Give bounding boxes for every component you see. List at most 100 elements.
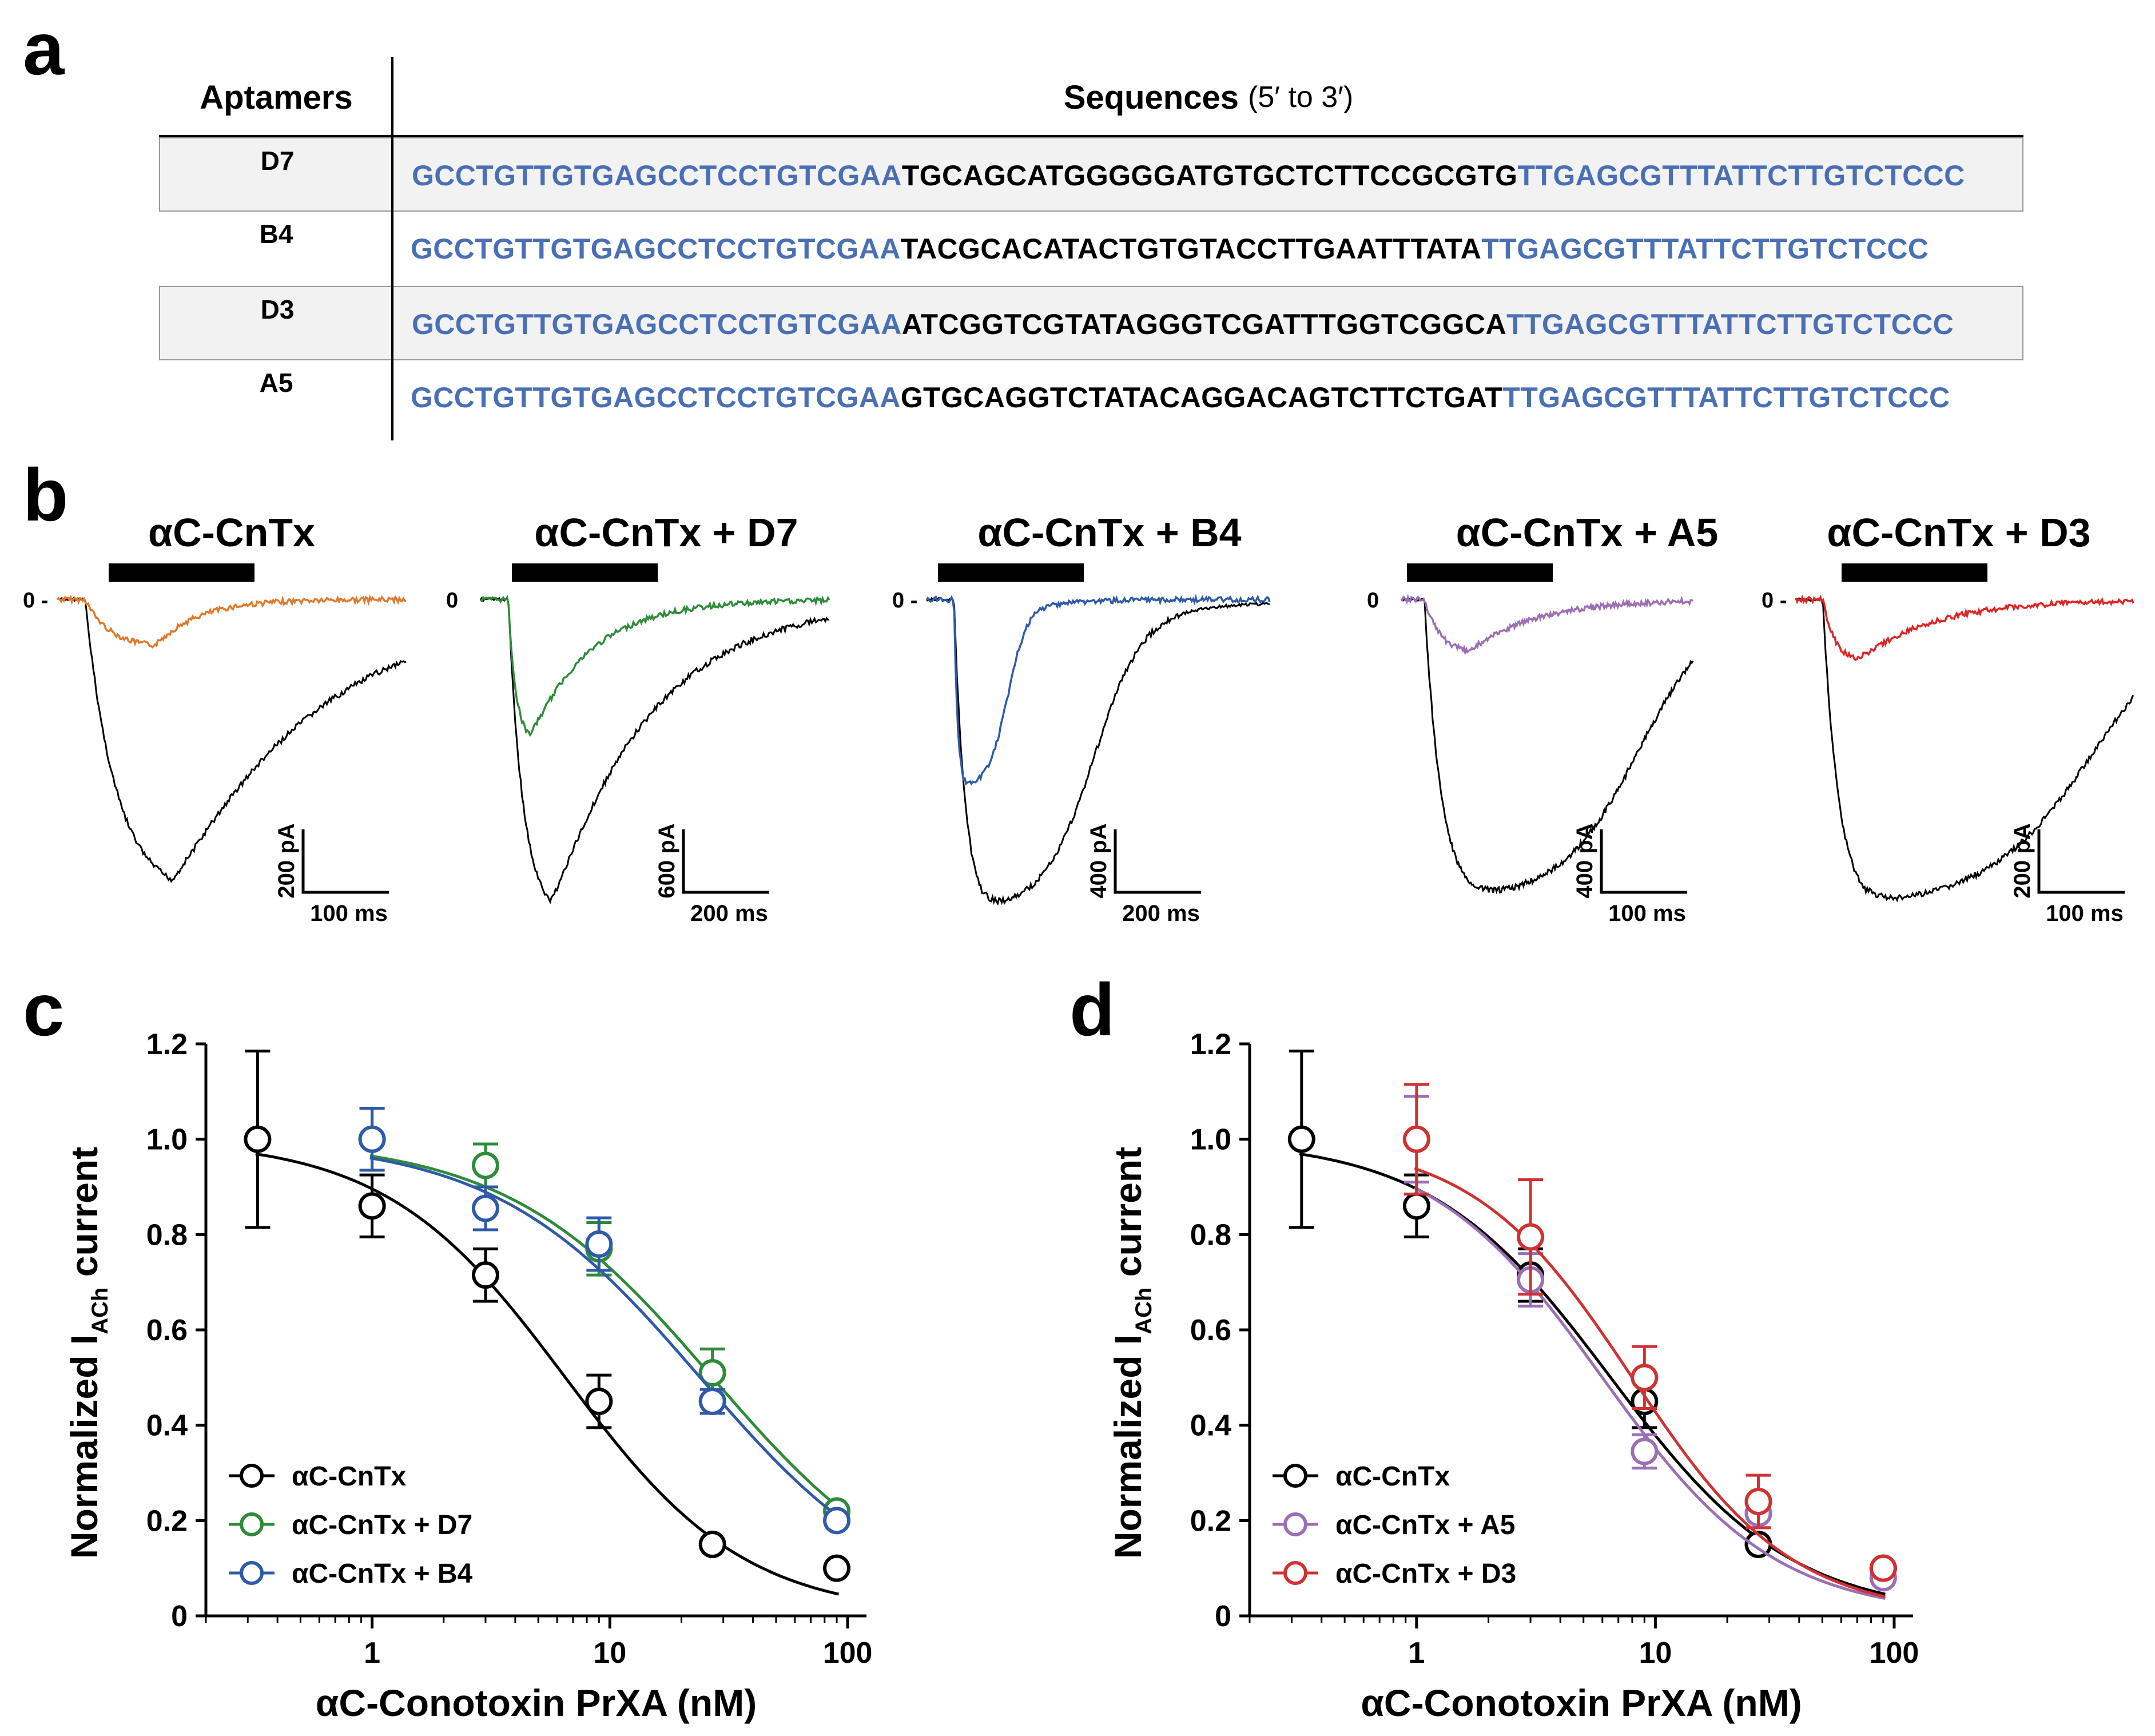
data-point xyxy=(698,1531,726,1558)
data-point xyxy=(1631,1364,1659,1392)
data-point xyxy=(585,1230,613,1258)
aptamer-sequence: GCCTGTTGTGAGCCTCCTGTCGAA TGCAGCATGGGGGATG… xyxy=(412,138,1965,213)
treatment-trace xyxy=(56,594,407,649)
table-row: B4 GCCTGTTGTGAGCCTCCTGTCGAA TACGCACATACTG… xyxy=(159,212,2023,286)
application-bar xyxy=(109,563,255,582)
x-tick-label: 100 xyxy=(823,1636,873,1670)
aptamer-sequence: GCCTGTTGTGAGCCTCCTGTCGAA TACGCACATACTGTGT… xyxy=(411,212,1929,286)
series: αC-CnTx + B4 xyxy=(229,1107,851,1589)
dose-response-chart-d: 0 0.2 0.4 0.6 0.8 1.0 1.2 1 10 100 αC-Conotoxin Pr… xyxy=(1107,1028,1919,1724)
control-trace xyxy=(926,597,1270,906)
primer-3: TTGAGCGTTTATTCTTGTCTCCC xyxy=(1506,308,1954,340)
treatment-trace xyxy=(1795,594,2134,661)
data-point xyxy=(1402,1125,1430,1153)
scale-x-label: 100 ms xyxy=(2046,901,2124,926)
table-row: D7 GCCTGTTGTGAGCCTCCTGTCGAA TGCAGCATGGGGG… xyxy=(159,137,2023,212)
application-bar xyxy=(938,563,1084,582)
application-bar xyxy=(1842,563,1987,582)
scale-y-label: 200 pA xyxy=(274,823,299,898)
y-tick-label: 1.0 xyxy=(146,1123,188,1157)
data-point xyxy=(585,1388,613,1415)
y-axis-label: Normalized IACh current xyxy=(63,1147,113,1559)
scale-y-label: 200 pA xyxy=(2010,823,2035,898)
treatment-trace xyxy=(479,595,830,737)
y-tick-label: 0.6 xyxy=(146,1314,188,1347)
table-row: D3 GCCTGTTGTGAGCCTCCTGTCGAA ATCGGTCGTATAG… xyxy=(159,286,2023,360)
fit-curve xyxy=(255,1152,840,1596)
data-point xyxy=(1744,1488,1772,1515)
data-point xyxy=(358,1192,386,1220)
panel-letter-b: b xyxy=(23,453,69,537)
panel-letter-c: c xyxy=(23,968,65,1051)
legend-marker xyxy=(240,1561,264,1585)
legend-label: αC-CnTx xyxy=(1335,1461,1450,1492)
random-region: ATCGGTCGTATAGGGTCGATTTGGTCGGCA xyxy=(901,308,1506,340)
primer-5: GCCTGTTGTGAGCCTCCTGTCGAA xyxy=(412,308,902,340)
scale-bar xyxy=(1114,829,1201,894)
scale-y-label: 400 pA xyxy=(1086,823,1111,898)
trace-panel: αC-CnTx + D7 0 600 pA 200 ms xyxy=(446,510,830,926)
fit-curve xyxy=(369,1154,840,1509)
legend-label: αC-CnTx + A5 xyxy=(1335,1510,1515,1540)
series: αC-CnTx + D3 xyxy=(1273,1083,1897,1598)
dose-response-chart-c: 0 0.2 0.4 0.6 0.8 1.0 1.2 1 10 100 αC-Conotoxin Pr… xyxy=(63,1028,872,1724)
y-tick-label: 0.2 xyxy=(1190,1504,1231,1538)
trace-panel: αC-CnTx 0 - 200 pA 100 ms xyxy=(23,510,407,926)
zero-label: 0 xyxy=(446,589,458,613)
x-tick-label: 10 xyxy=(593,1636,626,1670)
control-trace xyxy=(1401,596,1694,895)
primer-5: GCCTGTTGTGAGCCTCCTGTCGAA xyxy=(411,233,901,265)
aptamer-sequence-table: Aptamers Sequences (5′ to 3′) D7 GCCTGTT… xyxy=(159,57,2023,440)
data-point xyxy=(471,1194,499,1222)
scale-x-label: 100 ms xyxy=(310,901,388,926)
panel-letter-a: a xyxy=(23,7,65,90)
data-point xyxy=(358,1125,386,1153)
y-tick-label: 0.4 xyxy=(146,1409,188,1443)
current-traces: αC-CnTx 0 - 200 pA 100 ms αC-CnTx + D7 0 600 p… xyxy=(23,510,2134,926)
scale-y-label: 600 pA xyxy=(654,823,679,898)
aptamer-name: D3 xyxy=(260,295,295,324)
x-axis-label: αC-Conotoxin PrXA (nM) xyxy=(316,1682,757,1724)
legend-marker xyxy=(1283,1512,1307,1536)
treatment-trace xyxy=(925,594,1271,786)
trace-title: αC-CnTx + D7 xyxy=(534,510,798,555)
random-region: GTGCAGGTCTATACAGGACAGTCTTCTGAT xyxy=(900,382,1503,414)
zero-label: 0 - xyxy=(1762,589,1787,613)
data-point xyxy=(1402,1192,1430,1220)
trace-panel: αC-CnTx + D3 0 - 200 pA 100 ms xyxy=(1762,510,2134,926)
scale-x-label: 100 ms xyxy=(1608,901,1686,926)
application-bar xyxy=(512,563,658,582)
data-point xyxy=(244,1125,272,1153)
y-tick-label: 0 xyxy=(1215,1600,1231,1633)
scale-bar xyxy=(2037,829,2125,894)
data-point xyxy=(471,1261,499,1289)
x-axis-label: αC-Conotoxin PrXA (nM) xyxy=(1361,1682,1802,1724)
random-region: TGCAGCATGGGGGATGTGCTCTTCCGCGTG xyxy=(901,160,1518,192)
y-axis-label: Normalized IACh current xyxy=(1107,1147,1156,1559)
scale-bar xyxy=(682,829,769,894)
zero-label: 0 xyxy=(1367,589,1379,613)
data-point xyxy=(698,1388,726,1415)
aptamer-sequence: GCCTGTTGTGAGCCTCCTGTCGAA ATCGGTCGTATAGGGT… xyxy=(412,287,1954,361)
trace-title: αC-CnTx + D3 xyxy=(1827,510,2090,555)
legend-marker xyxy=(240,1464,264,1488)
table-row: A5 GCCTGTTGTGAGCCTCCTGTCGAA GTGCAGGTCTATA… xyxy=(159,360,2023,435)
y-tick-label: 1.2 xyxy=(146,1028,188,1061)
data-point xyxy=(1517,1223,1545,1251)
x-tick-label: 100 xyxy=(1870,1636,1919,1670)
legend-marker xyxy=(240,1512,264,1536)
data-point xyxy=(698,1359,726,1387)
legend-marker xyxy=(1283,1561,1307,1585)
legend-label: αC-CnTx + D3 xyxy=(1335,1559,1516,1589)
primer-3: TTGAGCGTTTATTCTTGTCTCCC xyxy=(1517,160,1965,192)
scale-y-label: 400 pA xyxy=(1572,823,1597,898)
y-tick-label: 1.2 xyxy=(1190,1028,1231,1061)
header-aptamers: Aptamers xyxy=(200,78,353,116)
header-sequences: Sequences (5′ to 3′) xyxy=(393,57,2023,137)
y-tick-label: 0.6 xyxy=(1190,1314,1231,1347)
table-top-rule xyxy=(159,135,2023,137)
series: αC-CnTx xyxy=(229,1050,851,1596)
scale-x-label: 200 ms xyxy=(1122,901,1200,926)
data-point xyxy=(1631,1437,1659,1465)
